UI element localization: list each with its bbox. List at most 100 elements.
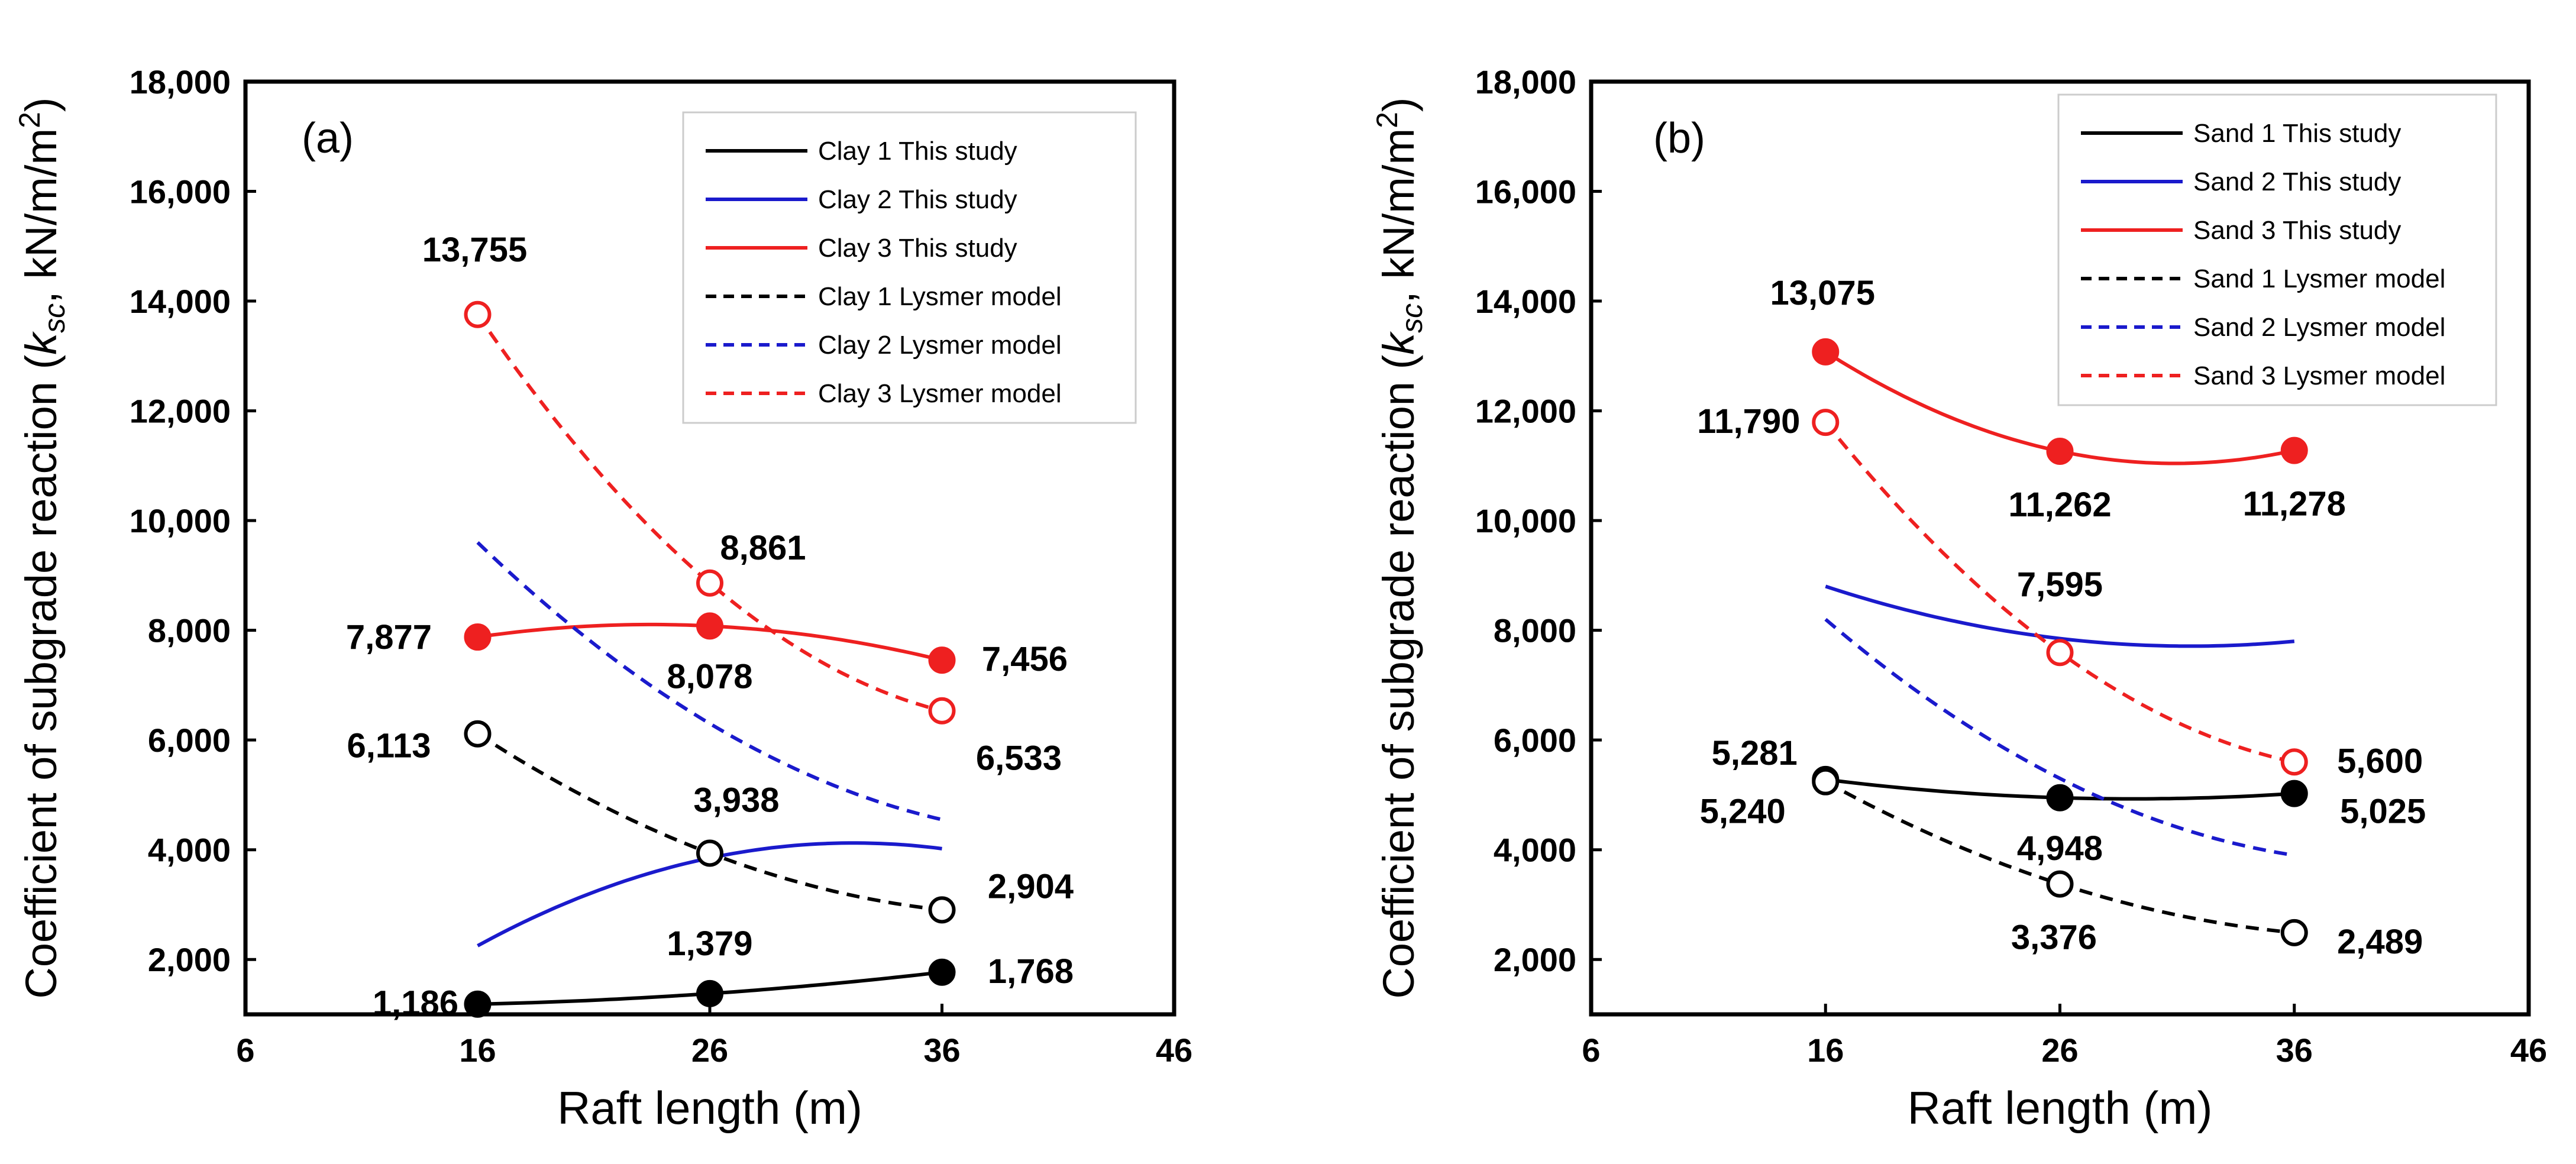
data-point xyxy=(696,979,723,1007)
series-line-sand-2-lysmer-model xyxy=(1824,617,2295,857)
x-axis-title: Raft length (m) xyxy=(557,1082,862,1134)
data-point xyxy=(928,646,956,674)
x-tick-label: 46 xyxy=(1156,1032,1192,1069)
y-axis-title-main: Coefficient of subgrade reaction ( xyxy=(17,355,66,999)
data-point xyxy=(928,697,956,725)
series-line-sand-2-this-study xyxy=(1825,584,2295,648)
data-label: 11,278 xyxy=(2243,485,2346,523)
y-axis-title-sup: 2 xyxy=(13,112,46,128)
legend-entry: Clay 1 Lysmer model xyxy=(818,282,1062,311)
y-axis-title-k: k xyxy=(1374,331,1423,355)
data-point xyxy=(464,990,492,1018)
x-tick-label: 16 xyxy=(1807,1032,1844,1069)
data-point xyxy=(2280,919,2308,946)
data-point xyxy=(2280,436,2308,464)
data-label: 6,533 xyxy=(976,739,1062,778)
data-label: 1,768 xyxy=(988,952,1074,991)
y-tick-label: 16,000 xyxy=(130,173,231,211)
data-point xyxy=(2046,438,2074,465)
legend-entry: Sand 3 Lysmer model xyxy=(2193,361,2445,390)
data-label: 4,948 xyxy=(2017,829,2103,868)
legend-entry: Clay 3 Lysmer model xyxy=(818,379,1062,408)
data-point xyxy=(696,839,723,867)
data-label: 13,755 xyxy=(422,231,527,269)
data-point xyxy=(2046,784,2074,811)
y-tick-label: 2,000 xyxy=(1494,941,1576,978)
data-label: 5,240 xyxy=(1700,793,1786,831)
legend-entry: Clay 2 Lysmer model xyxy=(818,331,1062,360)
y-tick-label: 16,000 xyxy=(1475,173,1576,211)
x-tick-label: 6 xyxy=(1582,1032,1600,1069)
chart-a: 6 16 26 36 46 2,000 4,000 6,000 8,000 10,000 12,00… xyxy=(13,63,1192,1134)
y-tick-label: 12,000 xyxy=(130,393,231,430)
y-axis-title-sub: sc xyxy=(1395,303,1428,333)
y-axis-title: Coefficient of subgrade reaction (ksc, k… xyxy=(1371,97,1428,998)
y-tick-label: 4,000 xyxy=(148,832,231,869)
y-tick-label: 12,000 xyxy=(1475,393,1576,430)
legend-entry: Clay 1 This study xyxy=(818,137,1017,166)
y-tick-label: 6,000 xyxy=(1494,722,1576,759)
data-label: 8,078 xyxy=(667,657,752,696)
legend-entry: Sand 2 Lysmer model xyxy=(2193,313,2445,342)
data-label: 1,379 xyxy=(667,924,752,963)
panel-label: (b) xyxy=(1653,115,1705,162)
legend-entry: Sand 1 Lysmer model xyxy=(2193,264,2445,293)
legend-entry: Sand 1 This study xyxy=(2193,119,2401,148)
y-axis-title-unit: , kN/m/m xyxy=(17,128,66,303)
y-axis-title: Coefficient of subgrade reaction (ksc, k… xyxy=(13,97,71,998)
data-point xyxy=(928,958,956,986)
data-label: 6,113 xyxy=(347,727,431,765)
series-line-clay-1-lysmer-model xyxy=(476,732,942,912)
y-tick-label: 8,000 xyxy=(148,612,231,649)
y-tick-label: 18,000 xyxy=(130,63,231,101)
x-tick-label: 36 xyxy=(2276,1032,2313,1069)
data-point xyxy=(2046,639,2074,667)
data-label: 3,376 xyxy=(2011,919,2097,957)
legend-entry: Clay 2 This study xyxy=(818,185,1017,214)
y-tick-label: 4,000 xyxy=(1494,832,1576,869)
data-label: 11,262 xyxy=(2008,486,2111,524)
y-tick-label: 14,000 xyxy=(130,283,231,320)
legend-entry: Sand 3 This study xyxy=(2193,216,2401,245)
data-point xyxy=(2280,748,2308,776)
x-axis-title: Raft length (m) xyxy=(1908,1082,2213,1134)
data-label: 2,904 xyxy=(988,867,1074,906)
y-tick-label: 8,000 xyxy=(1494,612,1576,649)
data-label: 2,489 xyxy=(2337,923,2423,961)
y-tick-label: 6,000 xyxy=(148,722,231,759)
legend-box xyxy=(2057,93,2497,406)
data-point xyxy=(464,300,492,328)
y-axis-title-close: ) xyxy=(1374,97,1423,112)
data-point xyxy=(696,569,723,597)
data-point xyxy=(1812,409,1840,436)
data-label: 7,456 xyxy=(982,640,1068,678)
data-label: 5,025 xyxy=(2340,793,2426,831)
series-line-clay-3-lysmer-model xyxy=(476,313,943,713)
data-point xyxy=(2046,870,2074,898)
x-tick-label: 16 xyxy=(459,1032,496,1069)
x-tick-label: 26 xyxy=(691,1032,728,1069)
data-point xyxy=(464,623,492,651)
data-point xyxy=(696,612,723,640)
y-axis-title-sup: 2 xyxy=(1371,112,1404,128)
x-tick-label: 36 xyxy=(923,1032,960,1069)
data-label: 5,281 xyxy=(1712,734,1798,772)
data-label: 7,595 xyxy=(2017,565,2103,604)
y-axis-title-close: ) xyxy=(17,97,66,112)
legend-entry: Clay 3 This study xyxy=(818,234,1017,263)
x-tick-label: 26 xyxy=(2041,1032,2078,1069)
y-tick-label: 10,000 xyxy=(1475,502,1576,539)
y-tick-label: 18,000 xyxy=(1475,63,1576,101)
legend: Clay 1 This study Clay 2 This study Clay 3… xyxy=(682,111,1137,424)
data-point xyxy=(464,720,492,748)
y-tick-label: 14,000 xyxy=(1475,283,1576,320)
legend-entry: Sand 2 This study xyxy=(2193,167,2401,196)
y-axis-title-main: Coefficient of subgrade reaction ( xyxy=(1374,355,1423,999)
y-axis-title-k: k xyxy=(17,331,66,355)
data-label: 1,186 xyxy=(373,984,458,1023)
x-tick-label: 46 xyxy=(2510,1032,2547,1069)
y-tick-label: 2,000 xyxy=(148,941,231,978)
data-point xyxy=(1812,338,1840,366)
data-point xyxy=(928,896,956,924)
